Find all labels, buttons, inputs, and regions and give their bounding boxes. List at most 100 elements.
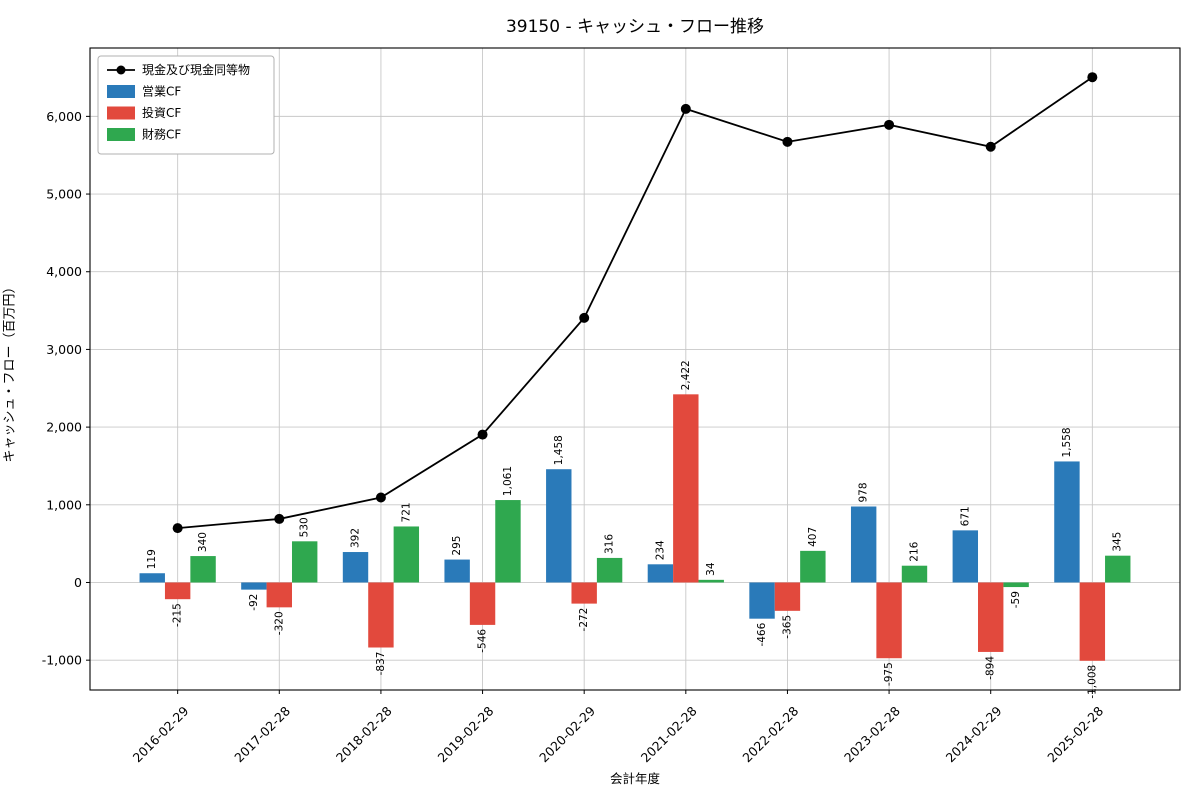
svg-text:6,000: 6,000 [46,109,82,124]
bar-value-label: -92 [248,594,260,611]
bar [952,530,979,583]
bar [368,582,394,648]
line-series [172,72,1098,534]
bar-value-label: 1,061 [502,466,514,496]
bar-value-label: 392 [350,528,362,548]
svg-text:0: 0 [74,575,82,590]
bar-value-label: 119 [146,549,158,569]
x-tick-label: 2023-02-28 [841,703,903,765]
bar-value-label: -894 [985,656,997,680]
x-tick-label: 2020-02-29 [536,703,598,765]
bar-value-label: 345 [1112,532,1124,552]
bar [139,573,165,583]
line-marker [172,523,183,534]
line-marker [680,103,691,114]
bar-value-label: -59 [1010,591,1022,608]
line-marker [375,492,386,503]
bar [1079,582,1106,661]
bar-value-label: 295 [451,536,463,556]
x-tick-label: 2018-02-28 [333,703,395,765]
x-tick-label: 2019-02-28 [434,703,496,765]
bar [1003,582,1029,588]
bar [495,500,521,583]
legend-label: 現金及び現金同等物 [142,62,250,77]
bar [241,582,267,590]
bar [774,582,801,611]
bar-value-label: 530 [299,517,311,537]
svg-text:-1,000: -1,000 [42,653,82,668]
bars: 119 -92 392 295 1,458 234 -466 978 671 1,558 -215 -… [139,360,1131,699]
bar [444,559,470,583]
svg-text:3,000: 3,000 [46,342,82,357]
svg-text:5,000: 5,000 [46,187,82,202]
x-tick-label: 2022-02-28 [739,703,801,765]
bar-value-label: 978 [858,482,870,502]
bar-value-label: -546 [477,629,489,653]
bar [393,526,420,583]
line-marker [274,513,285,524]
bar-value-label: 34 [705,562,717,576]
x-tick-label: 2021-02-28 [638,703,700,765]
bar [291,541,318,583]
plot-border [89,47,1181,691]
line-marker [1087,72,1098,83]
bar [596,557,623,583]
bar [1105,555,1131,583]
bar [647,564,674,583]
svg-text:2,000: 2,000 [46,420,82,435]
line-marker [782,136,793,147]
x-axis-ticks: 2016-02-29 2017-02-28 2018-02-28 2019-02-28… [130,690,1106,765]
bar [342,552,369,583]
legend-label: 財務CF [142,127,181,142]
bar [850,506,877,583]
bar-value-label: 316 [604,534,616,554]
bar [164,582,191,600]
bar [266,582,292,608]
bar-value-label: 340 [197,532,209,552]
bar-value-label: 671 [959,506,971,526]
bar [469,582,496,625]
bar [546,469,572,583]
line-marker [579,312,590,323]
bar [673,394,699,583]
bar-value-label: -975 [883,662,895,686]
bar-value-label: 1,458 [553,435,565,465]
bar [571,582,597,604]
legend-label: 投資CF [142,105,181,120]
bar-value-label: 1,558 [1061,427,1073,457]
bar-value-label: -215 [172,603,184,627]
bar-value-label: 721 [400,502,412,522]
x-tick-label: 2025-02-28 [1044,703,1106,765]
bar-value-label: -466 [756,622,768,646]
chart-title: 39150 - キャッシュ・フロー推移 [505,17,765,37]
bar-value-label: 2,422 [680,360,692,390]
bar-value-label: -365 [781,615,793,639]
line-marker [477,429,488,440]
legend-label: 営業CF [142,85,181,99]
svg-text:1,000: 1,000 [46,497,82,512]
bar [698,579,724,583]
bar [1054,461,1080,583]
line-marker [884,119,895,130]
svg-text:4,000: 4,000 [46,264,82,279]
bar [800,550,826,583]
y-axis-ticks: -1,000 0 1,000 2,000 3,000 4,000 5,000 6,000 [42,109,90,668]
bar-value-label: 234 [654,540,666,560]
x-axis-label: 会計年度 [609,771,660,786]
x-tick-label: 2016-02-29 [130,703,192,765]
bar [190,556,216,583]
bar-value-label: 216 [908,541,920,561]
bar [876,582,902,659]
bar [978,582,1004,652]
line-marker [985,141,996,152]
bar-value-label: 407 [807,527,819,547]
bar-value-label: -320 [273,611,285,635]
bar-value-label: -837 [375,652,387,676]
x-tick-label: 2017-02-28 [231,703,293,765]
bar-value-label: -272 [578,608,590,632]
bar [901,565,928,583]
x-tick-label: 2024-02-29 [943,703,1005,765]
